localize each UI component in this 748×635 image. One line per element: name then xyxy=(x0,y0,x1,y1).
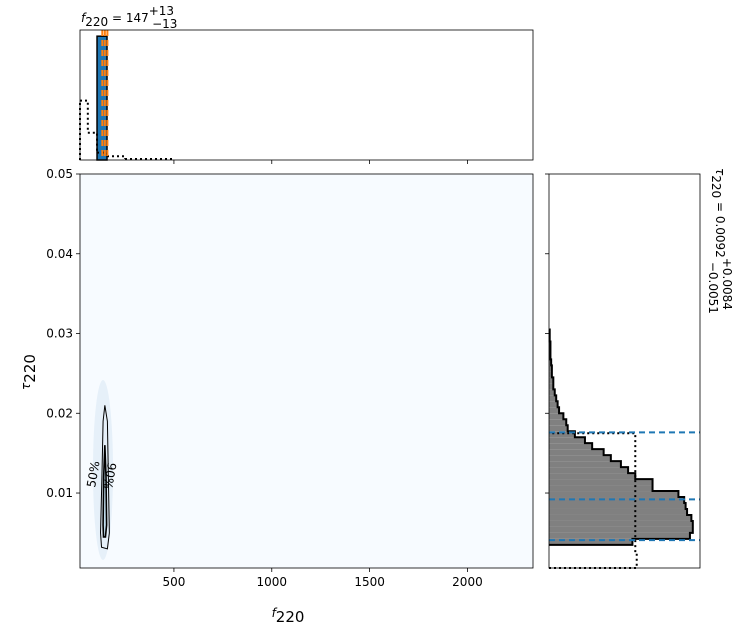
tau-hist-bar xyxy=(549,419,567,426)
tau-hist-bar xyxy=(549,538,633,545)
tau-hist-bar xyxy=(549,514,692,521)
contour xyxy=(100,405,110,550)
tau-hist-bar xyxy=(549,491,679,498)
tau-hist-bar xyxy=(549,520,693,527)
y-axis-label: τ220 xyxy=(19,354,39,390)
tau-hist-bar xyxy=(549,413,564,420)
tau-hist-bar xyxy=(549,395,557,402)
tau-hist-bar xyxy=(549,455,611,462)
x-tick-label: 2000 xyxy=(452,575,483,589)
axes-frame xyxy=(79,173,534,569)
tau-hist-bar xyxy=(549,377,554,384)
x-tick-label: 500 xyxy=(162,575,185,589)
axes-frame xyxy=(548,173,701,569)
tau-hist-bar xyxy=(549,479,653,486)
tau-hist-bar xyxy=(549,443,593,450)
tau-hist-bar xyxy=(549,425,568,432)
density-background xyxy=(80,174,533,568)
tau-hist-bar xyxy=(549,508,688,515)
x-tick-label: 1000 xyxy=(256,575,287,589)
tau-hist-bar xyxy=(549,389,555,396)
x-axis-label: f220 xyxy=(272,606,305,626)
y-tick-label: 0.05 xyxy=(46,167,73,181)
contour-label: 50% xyxy=(84,460,102,489)
tau-hist-bar xyxy=(549,401,558,408)
tau-hist-bar xyxy=(549,449,604,456)
tau-hist-outline xyxy=(548,328,694,546)
tau-hist-bar xyxy=(549,502,686,509)
contour-label: 90% xyxy=(100,461,118,490)
f-prior-step xyxy=(125,158,175,161)
right-title: τ220 = 0.0092+0.0084−0.0051 xyxy=(706,168,734,314)
tau-hist-bar xyxy=(549,461,621,468)
axes-frame xyxy=(79,29,534,161)
tau-hist-bar xyxy=(549,526,693,533)
tau-hist-bar xyxy=(549,497,685,503)
tau-hist-bar xyxy=(549,359,552,366)
tau-hist-bar xyxy=(549,532,690,539)
x-tick-label: 1500 xyxy=(354,575,385,589)
tau-hist-bar xyxy=(549,407,560,414)
f-prior-step xyxy=(79,99,89,160)
y-tick-label: 0.04 xyxy=(46,247,73,261)
tau-hist-bar xyxy=(549,383,554,390)
tau-hist-bar xyxy=(549,431,575,438)
f-prior-step xyxy=(107,155,127,160)
top-title: f220 = 147+13 −13 xyxy=(81,4,177,31)
tau-hist-bar xyxy=(549,365,552,372)
tau-hist-bar xyxy=(549,467,629,474)
density-blob xyxy=(93,380,113,560)
y-tick-label: 0.02 xyxy=(46,406,73,420)
y-tick-label: 0.03 xyxy=(46,327,73,341)
y-tick-label: 0.01 xyxy=(46,486,73,500)
tau-hist-bar xyxy=(549,371,552,378)
tau-hist-bar xyxy=(549,437,585,444)
tau-hist-bar xyxy=(549,473,636,480)
f-prior-step xyxy=(87,131,99,153)
tau-hist-bar xyxy=(549,485,653,492)
contour xyxy=(102,445,108,538)
